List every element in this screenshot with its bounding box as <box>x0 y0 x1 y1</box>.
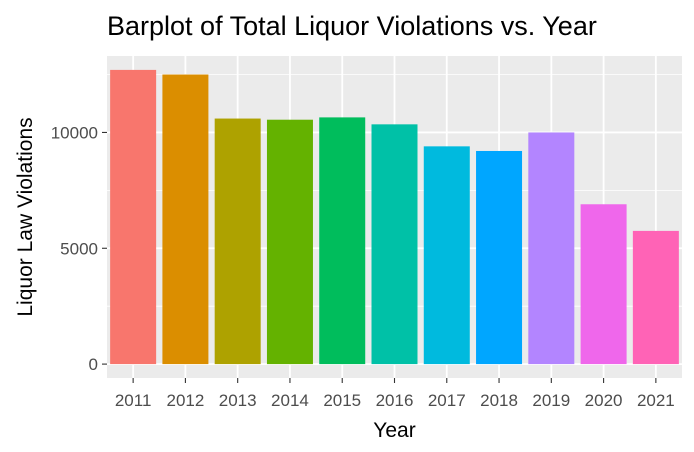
bar-2021 <box>632 230 679 365</box>
x-tick-label: 2014 <box>271 391 309 410</box>
y-axis: 0 5000 10000 <box>51 123 107 374</box>
x-tick-label: 2015 <box>323 391 361 410</box>
bar-2017 <box>423 146 470 365</box>
x-tick-label: 2020 <box>585 391 623 410</box>
x-tick-label: 2019 <box>532 391 570 410</box>
y-tick-label: 5000 <box>60 239 98 258</box>
x-tick-label: 2013 <box>219 391 257 410</box>
x-axis: 2011 2012 2013 2014 2015 2016 2017 2018 2019 2020… <box>115 378 675 410</box>
bar-2016 <box>371 124 418 365</box>
x-tick-label: 2016 <box>376 391 414 410</box>
x-tick-label: 2021 <box>637 391 675 410</box>
bar-2015 <box>319 117 366 365</box>
bars <box>110 69 679 365</box>
y-tick-label: 0 <box>89 355 98 374</box>
x-tick-label: 2018 <box>480 391 518 410</box>
x-tick-label: 2017 <box>428 391 466 410</box>
bar-2012 <box>162 74 209 365</box>
x-axis-title: Year <box>373 419 415 442</box>
chart-title: Barplot of Total Liquor Violations vs. Y… <box>107 11 597 41</box>
x-tick-label: 2012 <box>166 391 204 410</box>
x-tick-label: 2011 <box>115 391 152 410</box>
y-tick-label: 10000 <box>51 123 98 142</box>
bar-2011 <box>110 69 157 365</box>
bar-2013 <box>214 118 261 365</box>
bar-2018 <box>476 150 523 365</box>
bar-2020 <box>580 204 627 365</box>
bar-2014 <box>266 119 313 365</box>
y-axis-title: Liquor Law Violations <box>14 117 37 316</box>
bar-2019 <box>528 132 575 365</box>
